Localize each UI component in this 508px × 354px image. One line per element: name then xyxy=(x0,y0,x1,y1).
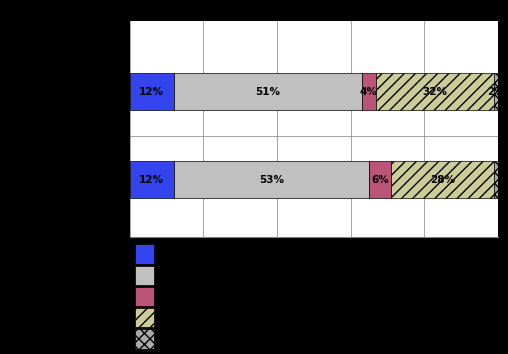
Text: 28%: 28% xyxy=(430,175,455,185)
Bar xyxy=(494,161,498,198)
Text: 4%: 4% xyxy=(360,87,378,97)
Bar xyxy=(130,73,174,110)
Text: 6%: 6% xyxy=(371,175,389,185)
Bar xyxy=(362,73,376,110)
Text: 51%: 51% xyxy=(255,87,280,97)
Text: 12%: 12% xyxy=(139,175,164,185)
Bar xyxy=(130,161,174,198)
Bar xyxy=(174,161,369,198)
Text: 2%: 2% xyxy=(487,87,505,97)
Bar xyxy=(376,73,494,110)
Bar xyxy=(391,161,494,198)
Bar xyxy=(174,73,362,110)
Text: 12%: 12% xyxy=(139,87,164,97)
Bar xyxy=(369,161,391,198)
Text: 32%: 32% xyxy=(423,87,448,97)
Text: 53%: 53% xyxy=(259,175,284,185)
Bar xyxy=(494,73,498,110)
